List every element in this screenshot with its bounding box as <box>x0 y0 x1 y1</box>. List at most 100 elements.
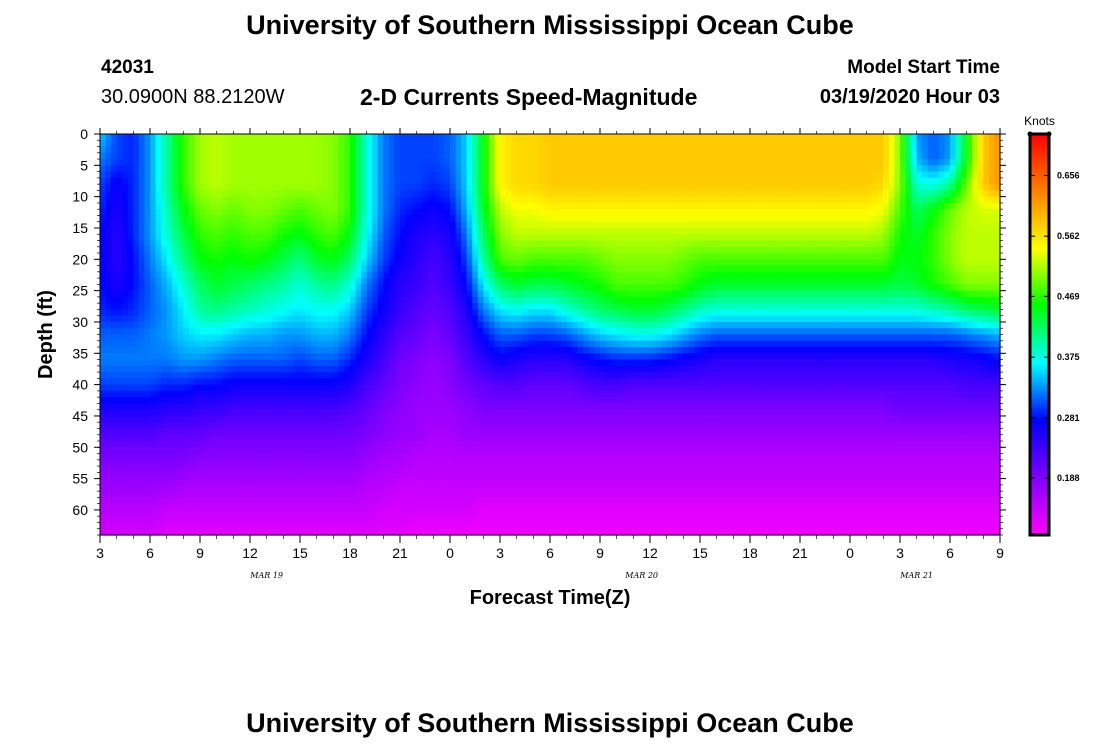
heatmap-cell <box>911 265 918 273</box>
heatmap-cell <box>650 321 657 329</box>
heatmap-cell <box>911 246 918 254</box>
heatmap-cell <box>633 209 640 217</box>
heatmap-cell <box>922 227 929 235</box>
heatmap-cell <box>461 278 468 285</box>
heatmap-cell <box>372 271 379 279</box>
heatmap-cell <box>811 296 818 304</box>
heatmap-cell <box>605 140 612 148</box>
heatmap-cell <box>722 152 729 160</box>
heatmap-cell <box>138 265 146 273</box>
heatmap-cell <box>100 140 107 148</box>
heatmap-cell <box>105 196 112 204</box>
heatmap-cell <box>566 265 573 273</box>
heatmap-cell <box>172 215 179 223</box>
heatmap-cell <box>777 202 784 210</box>
heatmap-cell <box>666 202 673 210</box>
heatmap-cell <box>466 152 473 160</box>
heatmap-cell <box>711 290 718 298</box>
heatmap-cell <box>872 234 879 242</box>
heatmap-cell <box>222 315 229 323</box>
heatmap-cell <box>777 246 784 254</box>
heatmap-cell <box>194 146 201 154</box>
heatmap-cell <box>705 259 712 267</box>
heatmap-cell <box>333 159 340 166</box>
heatmap-cell <box>711 284 718 292</box>
heatmap-cell <box>983 278 990 285</box>
heatmap-cell <box>244 146 251 154</box>
heatmap-cell <box>577 259 584 267</box>
heatmap-cell <box>338 221 346 229</box>
heatmap-cell <box>411 253 418 260</box>
heatmap-cell <box>505 315 512 323</box>
heatmap-cell <box>200 296 207 304</box>
heatmap-cell <box>922 134 929 141</box>
heatmap-cell <box>727 209 734 217</box>
heatmap-cell <box>544 234 551 242</box>
heatmap-cell <box>600 246 607 254</box>
heatmap-cell <box>472 321 479 329</box>
heatmap-cell <box>250 227 257 235</box>
heatmap-cell <box>961 152 968 160</box>
heatmap-cell <box>700 177 707 185</box>
heatmap-cell <box>661 140 668 148</box>
heatmap-cell <box>450 240 457 248</box>
heatmap-cell <box>616 221 623 229</box>
heatmap-cell <box>127 227 134 235</box>
heatmap-cell <box>288 171 296 179</box>
heatmap-cell <box>488 284 496 292</box>
heatmap-cell <box>616 227 623 235</box>
heatmap-cell <box>783 209 790 217</box>
heatmap-cell <box>961 253 968 260</box>
heatmap-cell <box>227 215 234 223</box>
heatmap-cell <box>966 140 973 148</box>
heatmap-cell <box>288 321 296 329</box>
heatmap-cell <box>300 209 307 217</box>
heatmap-cell <box>383 290 390 298</box>
heatmap-cell <box>822 146 829 154</box>
heatmap-cell <box>805 140 812 148</box>
heatmap-cell <box>494 209 501 217</box>
heatmap-cell <box>233 140 240 148</box>
heatmap-cell <box>927 184 934 191</box>
heatmap-cell <box>144 221 151 229</box>
heatmap-cell <box>950 253 957 260</box>
heatmap-cell <box>338 159 346 166</box>
heatmap-cell <box>633 171 640 179</box>
heatmap-cell <box>605 209 612 217</box>
heatmap-cell <box>822 177 829 185</box>
heatmap-cell <box>955 290 962 298</box>
heatmap-cell <box>255 184 262 191</box>
heatmap-cell <box>205 290 212 298</box>
heatmap-cell <box>844 265 851 273</box>
heatmap-cell <box>222 221 229 229</box>
heatmap-cell <box>361 296 368 304</box>
heatmap-cell <box>266 321 273 329</box>
heatmap-cell <box>816 221 823 229</box>
heatmap-cell <box>666 240 673 248</box>
heatmap-cell <box>233 253 240 260</box>
heatmap-cell <box>472 140 479 148</box>
heatmap-cell <box>655 196 662 204</box>
heatmap-cell <box>600 140 607 148</box>
heatmap-cell <box>172 196 179 204</box>
heatmap-cell <box>444 321 451 329</box>
heatmap-cell <box>622 134 629 141</box>
heatmap-cell <box>422 140 429 148</box>
heatmap-cell <box>477 171 484 179</box>
heatmap-cell <box>583 146 590 154</box>
heatmap-cell <box>411 321 418 329</box>
heatmap-cell <box>133 196 140 204</box>
heatmap-cell <box>927 196 934 204</box>
heatmap-cell <box>883 234 890 242</box>
heatmap-cell <box>777 309 784 317</box>
heatmap-cell <box>205 309 212 317</box>
heatmap-cell <box>350 134 357 141</box>
heatmap-cell <box>727 177 734 185</box>
heatmap-cell <box>455 309 462 317</box>
heatmap-cell <box>894 196 901 204</box>
heatmap-cell <box>644 265 651 273</box>
heatmap-cell <box>788 278 796 285</box>
heatmap-cell <box>616 190 623 198</box>
heatmap-cell <box>100 209 107 217</box>
heatmap-cell <box>833 309 840 317</box>
